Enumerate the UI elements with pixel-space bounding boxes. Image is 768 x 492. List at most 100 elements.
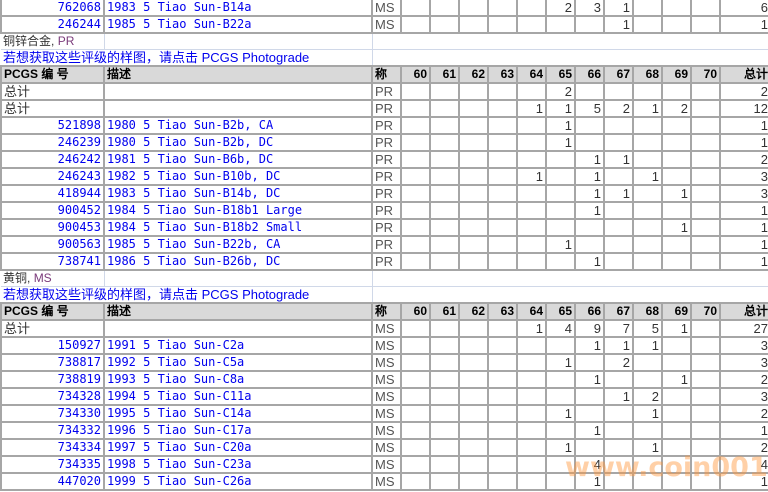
coin-description-link[interactable]: 1983 5 Tiao Sun-B14a [103, 0, 373, 17]
coin-description-link[interactable]: 1981 5 Tiao Sun-B6b, DC [103, 150, 373, 169]
table-row: 734328 1994 5 Tiao Sun-C11a MS 1 2 3 [0, 387, 768, 406]
grade-count-62 [458, 184, 489, 203]
column-header-row: PCGS 编 号描述称 60 61 62 63 64 65 66 67 68 69 70 总计 [0, 65, 768, 84]
pcgs-number-link[interactable]: 246243 [0, 167, 105, 186]
empty-cell [371, 32, 768, 50]
grade-count-68 [632, 370, 663, 389]
pcgs-number-link[interactable]: 734330 [0, 404, 105, 423]
pcgs-number-link[interactable]: 246239 [0, 133, 105, 152]
designation: PR [371, 235, 402, 254]
coin-description-link[interactable]: 1982 5 Tiao Sun-B10b, DC [103, 167, 373, 186]
coin-description-link[interactable]: 1993 5 Tiao Sun-C8a [103, 370, 373, 389]
row-total: 3 [719, 167, 768, 186]
row-total: 1 [719, 235, 768, 254]
grade-count-61 [429, 235, 460, 254]
grade-count-64 [516, 404, 547, 423]
coin-description-link[interactable]: 1994 5 Tiao Sun-C11a [103, 387, 373, 406]
grade-count-61 [429, 370, 460, 389]
grade-count-66: 1 [574, 201, 605, 220]
group-label: 黄铜, MS [1, 269, 105, 287]
grade-count-65 [545, 150, 576, 169]
grade-count-68: 2 [632, 387, 663, 406]
grade-count-65: 1 [545, 353, 576, 372]
coin-description-link[interactable]: 1983 5 Tiao Sun-B14b, DC [103, 184, 373, 203]
pcgs-number-link[interactable]: 447020 [0, 472, 105, 491]
coin-description-link[interactable]: 1986 5 Tiao Sun-B26b, DC [103, 252, 373, 271]
pcgs-number-link[interactable]: 521898 [0, 116, 105, 135]
pcgs-number-link[interactable]: 734335 [0, 455, 105, 474]
grade-count-62 [458, 201, 489, 220]
grade-count-66 [574, 438, 605, 457]
grade-count-61 [429, 336, 460, 355]
coin-description-link[interactable]: 1997 5 Tiao Sun-C20a [103, 438, 373, 457]
grade-count-70 [690, 82, 721, 101]
grade-count-60 [400, 99, 431, 118]
grade-count-60 [400, 15, 431, 34]
grade-count-69: 1 [661, 218, 692, 237]
coin-description-link[interactable]: 1980 5 Tiao Sun-B2b, CA [103, 116, 373, 135]
coin-description-link[interactable]: 1985 5 Tiao Sun-B22a [103, 15, 373, 34]
grade-count-63 [487, 421, 518, 440]
pcgs-number-link[interactable]: 734328 [0, 387, 105, 406]
coin-description-link[interactable]: 1980 5 Tiao Sun-B2b, DC [103, 133, 373, 152]
table-row: 734335 1998 5 Tiao Sun-C23a MS 4 4 [0, 455, 768, 474]
row-total: 1 [719, 116, 768, 135]
pcgs-number-link[interactable]: 900563 [0, 235, 105, 254]
grade-count-63 [487, 150, 518, 169]
grade-count-63 [487, 235, 518, 254]
grade-count-66: 1 [574, 421, 605, 440]
pcgs-number-link[interactable]: 150927 [0, 336, 105, 355]
pcgs-number-link[interactable]: 900453 [0, 218, 105, 237]
grade-count-61 [429, 387, 460, 406]
empty-cell [371, 49, 768, 67]
pcgs-number-link[interactable]: 738819 [0, 370, 105, 389]
pcgs-number-link[interactable]: 738741 [0, 252, 105, 271]
designation: MS [371, 15, 402, 34]
grade-count-65 [545, 455, 576, 474]
header-grade-67: 67 [603, 65, 634, 84]
photograde-link[interactable]: 若想获取这些评级的样图，请点击 PCGS Photograde [1, 286, 373, 304]
grade-count-64 [516, 421, 547, 440]
grade-count-66: 1 [574, 150, 605, 169]
pcgs-number-link[interactable]: 762068 [0, 0, 105, 17]
coin-description-link[interactable]: 1991 5 Tiao Sun-C2a [103, 336, 373, 355]
pcgs-number-link[interactable]: 246244 [0, 15, 105, 34]
grade-count-65 [545, 387, 576, 406]
grade-count-67 [603, 218, 634, 237]
total-label: 总计 [0, 319, 105, 338]
grade-count-64: 1 [516, 319, 547, 338]
metal-label: 黄铜 [3, 271, 28, 285]
pcgs-number-link[interactable]: 418944 [0, 184, 105, 203]
coin-description-link[interactable]: 1999 5 Tiao Sun-C26a [103, 472, 373, 491]
coin-description-link[interactable]: 1992 5 Tiao Sun-C5a [103, 353, 373, 372]
pcgs-number-link[interactable]: 734334 [0, 438, 105, 457]
designation: MS [371, 455, 402, 474]
pcgs-number-link[interactable]: 734332 [0, 421, 105, 440]
grade-count-67: 1 [603, 184, 634, 203]
coin-description-link[interactable]: 1995 5 Tiao Sun-C14a [103, 404, 373, 423]
grade-count-64 [516, 387, 547, 406]
header-grade-60: 60 [400, 302, 431, 321]
table-row: 150927 1991 5 Tiao Sun-C2a MS 1 1 1 3 [0, 336, 768, 355]
pcgs-number-link[interactable]: 900452 [0, 201, 105, 220]
grade-count-63 [487, 201, 518, 220]
coin-description-link[interactable]: 1984 5 Tiao Sun-B18b2 Small [103, 218, 373, 237]
designation: MS [371, 438, 402, 457]
header-designation: 称 [371, 65, 402, 84]
coin-description-link[interactable]: 1984 5 Tiao Sun-B18b1 Large [103, 201, 373, 220]
grade-count-62 [458, 319, 489, 338]
photograde-link[interactable]: 若想获取这些评级的样图，请点击 PCGS Photograde [1, 49, 373, 67]
grade-count-68: 1 [632, 99, 663, 118]
pcgs-number-link[interactable]: 738817 [0, 353, 105, 372]
coin-description-link[interactable]: 1985 5 Tiao Sun-B22b, CA [103, 235, 373, 254]
metal-label: 铜锌合金 [3, 34, 52, 48]
pcgs-number-link[interactable]: 246242 [0, 150, 105, 169]
grade-count-64 [516, 0, 547, 17]
coin-description-link[interactable]: 1996 5 Tiao Sun-C17a [103, 421, 373, 440]
grade-count-65 [545, 218, 576, 237]
coin-description-link[interactable]: 1998 5 Tiao Sun-C23a [103, 455, 373, 474]
grade-count-67 [603, 421, 634, 440]
row-total: 1 [719, 472, 768, 491]
grade-count-67 [603, 472, 634, 491]
grade-count-65: 2 [545, 82, 576, 101]
